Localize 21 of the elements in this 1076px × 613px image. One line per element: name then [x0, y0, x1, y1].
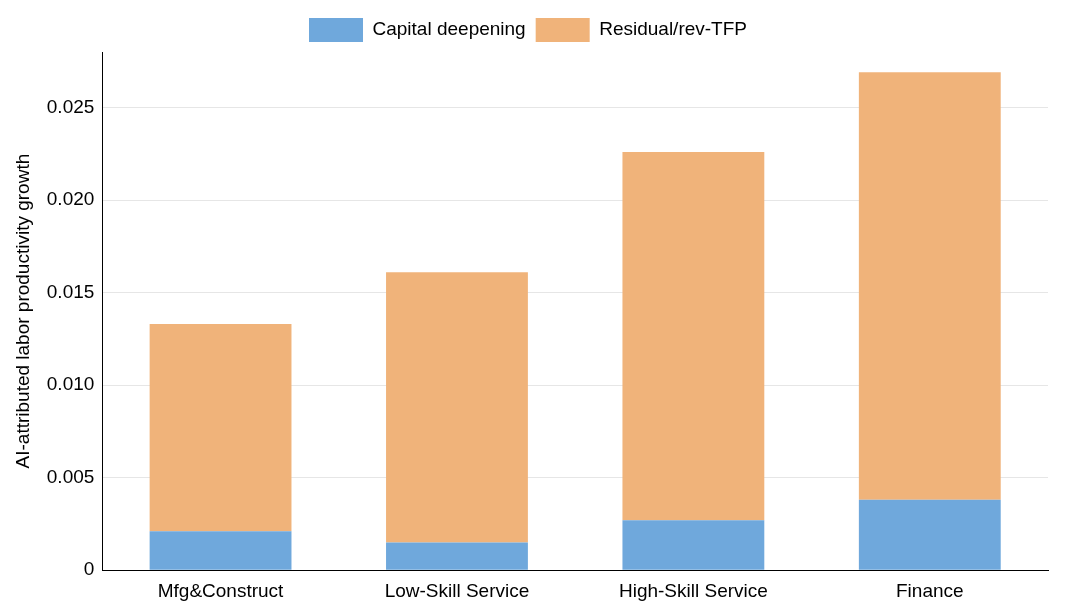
y-tick-label: 0.010 — [46, 373, 95, 395]
bar — [386, 542, 528, 570]
x-tick-label: Mfg&Construct — [157, 579, 285, 601]
x-tick-label: Low-Skill Service — [384, 579, 530, 601]
bar — [622, 520, 765, 570]
bar — [858, 499, 1001, 570]
x-tick-label: High-Skill Service — [618, 579, 768, 601]
y-tick-label: 0.005 — [46, 465, 95, 487]
bar — [149, 531, 292, 570]
y-axis-title: AI-attributed labor productivity growth — [11, 153, 33, 469]
y-tick-label: 0.025 — [46, 95, 95, 117]
bar — [622, 151, 765, 521]
bar — [386, 272, 528, 543]
y-tick-label: 0.020 — [46, 188, 95, 210]
legend-label: Capital deepening — [372, 18, 526, 40]
y-tick-label: 0.015 — [46, 280, 95, 302]
x-tick-label: Finance — [895, 579, 964, 601]
legend-label: Residual/rev-TFP — [599, 18, 748, 40]
bar — [858, 72, 1001, 500]
y-tick-label: 0 — [83, 558, 95, 580]
bar — [149, 324, 292, 532]
